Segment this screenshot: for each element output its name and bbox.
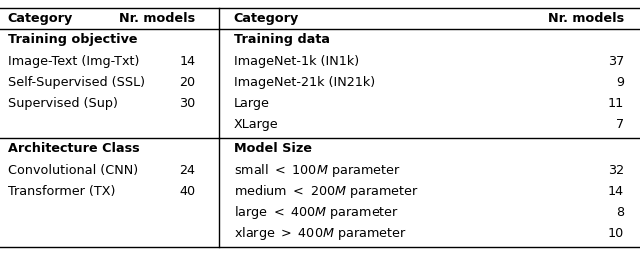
Text: Training objective: Training objective — [8, 33, 137, 46]
Text: Training data: Training data — [234, 33, 330, 46]
Text: 10: 10 — [608, 227, 624, 240]
Text: 11: 11 — [608, 97, 624, 110]
Text: Supervised (Sup): Supervised (Sup) — [8, 97, 118, 110]
Text: Nr. models: Nr. models — [548, 12, 624, 25]
Text: large $<$ 400$M$ parameter: large $<$ 400$M$ parameter — [234, 204, 399, 221]
Text: Image-Text (Img-Txt): Image-Text (Img-Txt) — [8, 55, 139, 68]
Text: Nr. models: Nr. models — [119, 12, 195, 25]
Text: Model Size: Model Size — [234, 142, 312, 155]
Text: Architecture Class: Architecture Class — [8, 142, 140, 155]
Text: 24: 24 — [179, 164, 195, 177]
Text: 7: 7 — [616, 118, 624, 131]
Text: 8: 8 — [616, 206, 624, 219]
Text: ImageNet-21k (IN21k): ImageNet-21k (IN21k) — [234, 76, 375, 89]
Text: 9: 9 — [616, 76, 624, 89]
Text: Category: Category — [234, 12, 299, 25]
Text: 30: 30 — [179, 97, 195, 110]
Text: Large: Large — [234, 97, 269, 110]
Text: 32: 32 — [608, 164, 624, 177]
Text: Convolutional (CNN): Convolutional (CNN) — [8, 164, 138, 177]
Text: ImageNet-1k (IN1k): ImageNet-1k (IN1k) — [234, 55, 359, 68]
Text: small $<$ 100$M$ parameter: small $<$ 100$M$ parameter — [234, 162, 400, 179]
Text: 14: 14 — [179, 55, 195, 68]
Text: medium $<$ 200$M$ parameter: medium $<$ 200$M$ parameter — [234, 183, 419, 200]
Text: 14: 14 — [608, 185, 624, 198]
Text: Self-Supervised (SSL): Self-Supervised (SSL) — [8, 76, 145, 89]
Text: Transformer (TX): Transformer (TX) — [8, 185, 115, 198]
Text: 40: 40 — [179, 185, 195, 198]
Text: 20: 20 — [179, 76, 195, 89]
Text: xlarge $>$ 400$M$ parameter: xlarge $>$ 400$M$ parameter — [234, 225, 406, 242]
Text: 37: 37 — [608, 55, 624, 68]
Text: Category: Category — [8, 12, 73, 25]
Text: XLarge: XLarge — [234, 118, 278, 131]
